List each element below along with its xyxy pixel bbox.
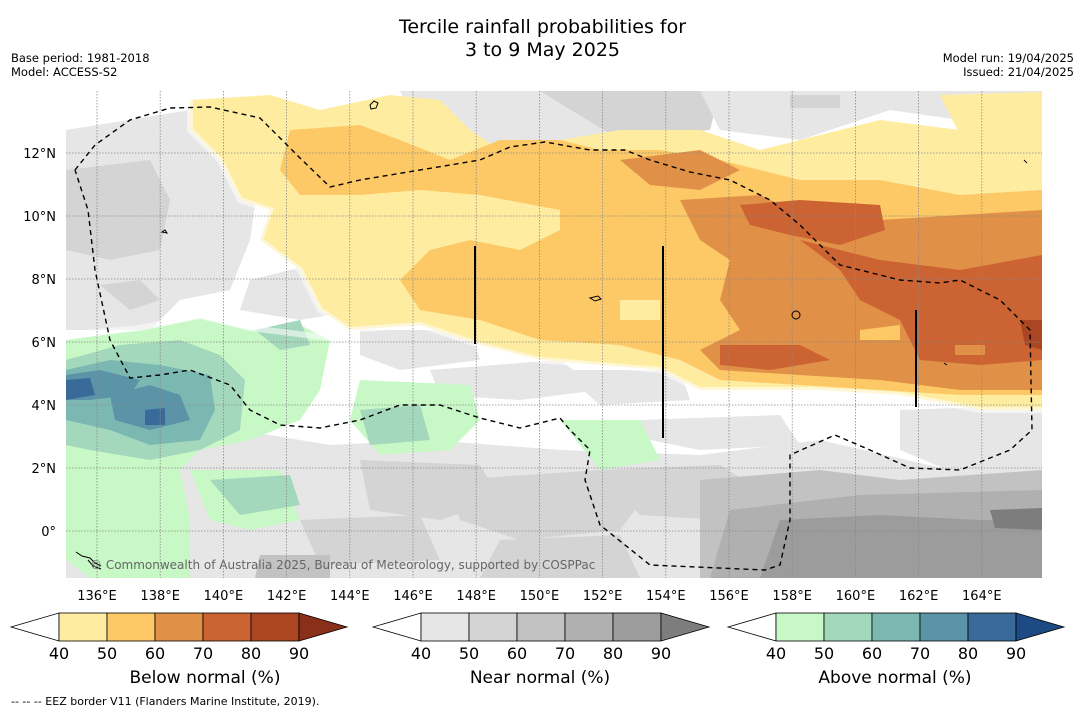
base-period: Base period: 1981-2018 bbox=[11, 51, 150, 65]
lon-tick-label: 142°E bbox=[267, 589, 307, 604]
copyright-notice: © Commonwealth of Australia 2025, Bureau… bbox=[90, 558, 596, 572]
colorbar-segment bbox=[871, 612, 921, 642]
lat-tick-label: 2°N bbox=[32, 462, 57, 477]
lon-tick-label: 138°E bbox=[140, 589, 180, 604]
lat-tick-label: 12°N bbox=[23, 147, 56, 162]
colorbar-tick-label: 40 bbox=[411, 644, 431, 663]
colorbar-segment bbox=[468, 612, 518, 642]
lat-tick-label: 4°N bbox=[32, 399, 57, 414]
lon-tick-label: 154°E bbox=[646, 589, 686, 604]
eez-footnote: -- -- -- EEZ border V11 (Flanders Marine… bbox=[11, 695, 320, 708]
colorbar-segment bbox=[823, 612, 873, 642]
colorbar-segment bbox=[967, 612, 1017, 642]
colorbar: 40 50 60 70 80 90 bbox=[371, 612, 711, 663]
colorbar-tick-label: 80 bbox=[241, 644, 261, 663]
lon-tick-label: 152°E bbox=[583, 589, 623, 604]
lon-tick-label: 140°E bbox=[204, 589, 244, 604]
map-title-line1: Tercile rainfall probabilities for bbox=[398, 16, 687, 38]
colorbar-extend-high bbox=[660, 612, 711, 642]
colorbar-tick-label: 70 bbox=[910, 644, 930, 663]
axis-labels: 136°E 138°E 140°E 142°E 144°E 146°E 148°E 150°E… bbox=[23, 147, 1001, 604]
colorbar-tick-label: 90 bbox=[1006, 644, 1026, 663]
colorbar-segment bbox=[202, 612, 252, 642]
colorbar-segment bbox=[250, 612, 300, 642]
lon-tick-label: 150°E bbox=[520, 589, 560, 604]
below-normal-label: Below normal (%) bbox=[129, 668, 281, 688]
colorbar-tick-label: 70 bbox=[555, 644, 575, 663]
colorbar-segment bbox=[106, 612, 156, 642]
colorbars: 40 50 60 70 80 90 40 50 60 70 80 90 40 50 60 70 80 90 bbox=[9, 612, 1066, 663]
colorbar-tick-label: 80 bbox=[603, 644, 623, 663]
lon-tick-label: 144°E bbox=[330, 589, 370, 604]
colorbar-tick-label: 60 bbox=[862, 644, 882, 663]
issued-date: Issued: 21/04/2025 bbox=[963, 65, 1074, 79]
colorbar: 40 50 60 70 80 90 bbox=[9, 612, 349, 663]
colorbar-segment bbox=[919, 612, 969, 642]
colorbar-tick-label: 40 bbox=[766, 644, 786, 663]
lon-tick-label: 148°E bbox=[456, 589, 496, 604]
lat-tick-label: 10°N bbox=[23, 210, 56, 225]
lat-tick-label: 8°N bbox=[32, 273, 57, 288]
colorbar-segment bbox=[564, 612, 614, 642]
colorbar-tick-label: 60 bbox=[507, 644, 527, 663]
colorbar-extend-high bbox=[1015, 612, 1066, 642]
colorbar-tick-label: 80 bbox=[958, 644, 978, 663]
colorbar-extend-high bbox=[298, 612, 349, 642]
above-normal-label: Above normal (%) bbox=[818, 668, 972, 688]
coastlines bbox=[75, 100, 1028, 570]
lon-tick-label: 164°E bbox=[962, 589, 1002, 604]
colorbar-tick-label: 90 bbox=[289, 644, 309, 663]
colorbar-tick-label: 40 bbox=[49, 644, 69, 663]
colorbar-tick-label: 90 bbox=[651, 644, 671, 663]
colorbar-segment bbox=[612, 612, 662, 642]
probability-field bbox=[66, 91, 1042, 578]
colorbar-extend-low bbox=[9, 612, 60, 642]
below-normal-areas bbox=[190, 92, 1042, 410]
lat-tick-label: 6°N bbox=[32, 336, 57, 351]
near-normal-label: Near normal (%) bbox=[469, 668, 611, 688]
colorbar-extend-low bbox=[371, 612, 422, 642]
graticule bbox=[66, 91, 1042, 578]
colorbar-extend-low bbox=[726, 612, 777, 642]
colorbar-tick-label: 50 bbox=[97, 644, 117, 663]
above-normal-areas bbox=[66, 318, 660, 578]
eez-border bbox=[74, 106, 1033, 571]
colorbar-segment bbox=[516, 612, 566, 642]
colorbar-segment bbox=[154, 612, 204, 642]
colorbar-tick-label: 70 bbox=[193, 644, 213, 663]
model-run: Model run: 19/04/2025 bbox=[942, 51, 1074, 65]
colorbar-tick-label: 50 bbox=[814, 644, 834, 663]
colorbar-tick-label: 50 bbox=[459, 644, 479, 663]
colorbar-segment bbox=[58, 612, 108, 642]
transect-markers bbox=[474, 246, 917, 438]
lon-tick-label: 160°E bbox=[836, 589, 876, 604]
colorbar: 40 50 60 70 80 90 bbox=[726, 612, 1066, 663]
lat-tick-label: 0° bbox=[41, 525, 56, 540]
colorbar-tick-label: 60 bbox=[145, 644, 165, 663]
lon-tick-label: 162°E bbox=[899, 589, 939, 604]
class-boundaries bbox=[66, 100, 1042, 413]
lon-tick-label: 158°E bbox=[772, 589, 812, 604]
lon-tick-label: 156°E bbox=[709, 589, 749, 604]
colorbar-segment bbox=[420, 612, 470, 642]
lon-tick-label: 136°E bbox=[77, 589, 117, 604]
lon-tick-label: 146°E bbox=[393, 589, 433, 604]
model-name: Model: ACCESS-S2 bbox=[11, 65, 118, 79]
colorbar-segment bbox=[775, 612, 825, 642]
map-title-line2: 3 to 9 May 2025 bbox=[464, 39, 621, 61]
